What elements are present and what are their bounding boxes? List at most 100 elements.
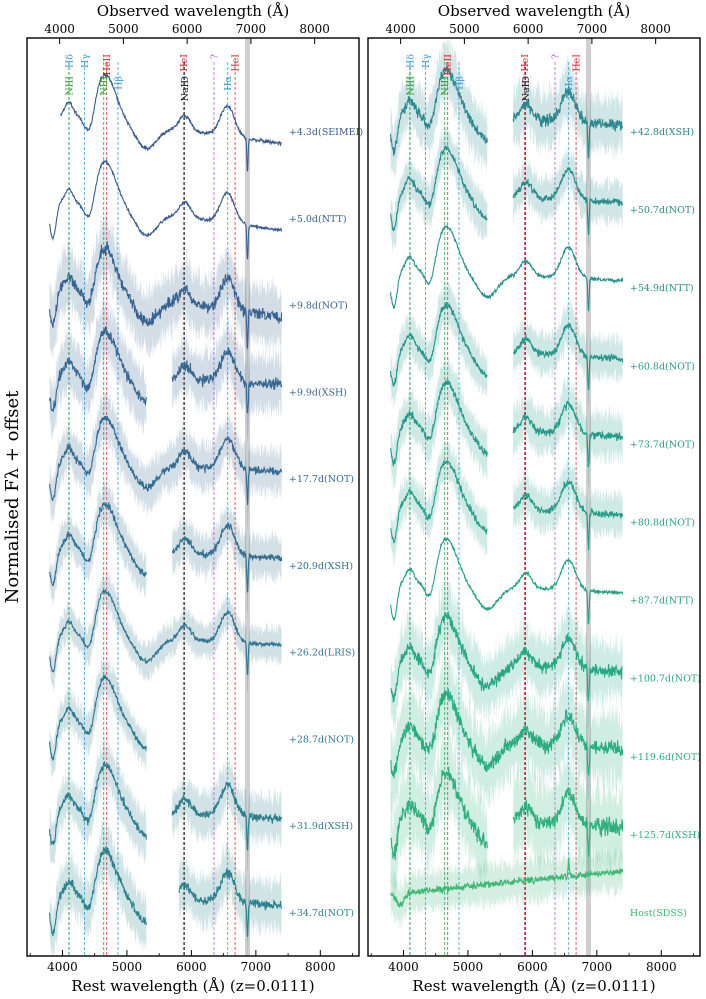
series-label: +4.3d(SEIMEI) (289, 127, 363, 138)
line-marker-label: Hα (564, 75, 575, 90)
line-marker-label: HeII (443, 54, 454, 76)
spectrum-line (390, 688, 624, 779)
spectrum-band (513, 54, 623, 192)
axes-frame (367, 37, 701, 957)
spectrum-line (49, 588, 282, 676)
panel-left: Observed wavelength (Å) Rest wavelength … (26, 2, 363, 995)
x-tick-label: 8000 (646, 960, 677, 974)
axes-frame (26, 37, 360, 957)
line-marker-label: Hβ (114, 75, 125, 89)
x-tick-label: 4000 (388, 960, 419, 974)
spectrum-band (513, 145, 623, 254)
top-tick-label: 7000 (577, 22, 608, 36)
spectrum-line (390, 537, 624, 625)
series-label: +28.7d(NOT) (289, 734, 354, 745)
top-tick-label: 6000 (172, 22, 203, 36)
line-marker-label: Hβ (455, 75, 466, 89)
line-marker-label: HeI (179, 54, 190, 72)
line-marker-label: NIII (440, 76, 451, 96)
line-marker-label: ? (210, 54, 221, 59)
spectrum-band (49, 477, 147, 609)
series-label: Host(SDSS) (630, 908, 687, 919)
x-tick-label: 4000 (47, 960, 78, 974)
top-axis-title-left: Observed wavelength (Å) (97, 2, 289, 20)
line-marker-label: Hγ (80, 54, 91, 68)
panel-right: Observed wavelength (Å) Rest wavelength … (367, 2, 701, 995)
top-tick-label: 4000 (385, 22, 416, 36)
spectrum-line (49, 241, 283, 349)
spectrum-band (49, 567, 282, 695)
line-marker-label: HeI (572, 54, 583, 72)
spectrum-line (49, 674, 147, 761)
top-tick-label: 5000 (449, 22, 480, 36)
spectrum-band (49, 207, 282, 385)
top-tick-label: 8000 (299, 22, 330, 36)
line-marker-label: HeI (231, 54, 242, 72)
spectrum-line (49, 326, 283, 414)
spectrum-band (172, 754, 282, 872)
spectrum-line (390, 65, 624, 159)
spectrum-band (513, 739, 623, 888)
top-axis-title-right: Observed wavelength (Å) (438, 2, 630, 20)
x-tick-label: 7000 (241, 960, 272, 974)
y-axis-label: Normalised Fλ + offset (2, 390, 23, 604)
series-label: +125.7d(XSH) (630, 830, 700, 841)
plot-area (390, 38, 624, 956)
spectrum-line (49, 159, 283, 260)
spectrum-band (513, 456, 623, 569)
series-label: +100.7d(NOT) (630, 674, 701, 685)
spectrum-band (390, 124, 488, 255)
series-label: +9.9d(XSH) (289, 387, 347, 398)
spectrum-band (390, 721, 488, 907)
spectrum-line (390, 144, 624, 235)
spectrum-line (390, 857, 624, 908)
spectrum-band (49, 817, 147, 956)
line-marker-label: Hγ (421, 54, 432, 68)
spectrum-band (49, 656, 147, 781)
top-tick-label: 8000 (640, 22, 671, 36)
spectrum-line (49, 846, 282, 938)
spectrum-line (390, 611, 623, 703)
series-label: +26.2d(LRIS) (289, 648, 355, 659)
line-marker-label: NaID (180, 76, 191, 102)
series-label: +80.8d(NOT) (630, 518, 695, 529)
line-marker-label: Hδ (65, 54, 76, 68)
top-tick-label: 7000 (236, 22, 267, 36)
series-label: +119.6d(NOT) (630, 752, 701, 763)
series-label: +60.8d(NOT) (630, 361, 695, 372)
series-label: +87.7d(NTT) (630, 596, 694, 607)
spectrum-band (390, 438, 488, 568)
spectrum-line (390, 302, 624, 391)
spectrum-band (390, 352, 488, 492)
spectrum-band (49, 734, 147, 866)
spectrum-band (390, 280, 488, 412)
series-label: +5.0d(NTT) (289, 214, 347, 225)
line-marker-label: HeII (102, 54, 113, 76)
x-tick-label: 5000 (453, 960, 484, 974)
spectrum-band (49, 295, 147, 443)
spectrum-line (390, 379, 624, 468)
series-label: +42.8d(XSH) (630, 127, 694, 138)
line-marker-label: ? (551, 54, 562, 59)
line-marker-label: NIII (99, 76, 110, 96)
telluric-band (585, 38, 591, 956)
x-tick-label: 6000 (517, 960, 548, 974)
line-marker-label: HeI (520, 54, 531, 72)
series-label: +54.9d(NTT) (630, 283, 694, 294)
spectrum-band (49, 388, 282, 532)
series-label: +9.8d(NOT) (289, 301, 348, 312)
x-tick-label: 6000 (176, 960, 207, 974)
spectrum-line (390, 459, 624, 551)
top-tick-label: 4000 (44, 22, 75, 36)
series-label: +34.7d(NOT) (289, 908, 354, 919)
spectrum-band (172, 315, 282, 443)
spectrum-line (59, 72, 282, 172)
spectrum-line (49, 761, 283, 851)
top-tick-label: 6000 (513, 22, 544, 36)
bottom-axis-title-left: Rest wavelength (Å) (z=0.0111) (71, 977, 314, 995)
line-marker-label: Hα (223, 75, 234, 90)
x-tick-label: 8000 (305, 960, 336, 974)
line-marker-label: NIII (64, 76, 75, 96)
spectrum-line (49, 502, 283, 593)
